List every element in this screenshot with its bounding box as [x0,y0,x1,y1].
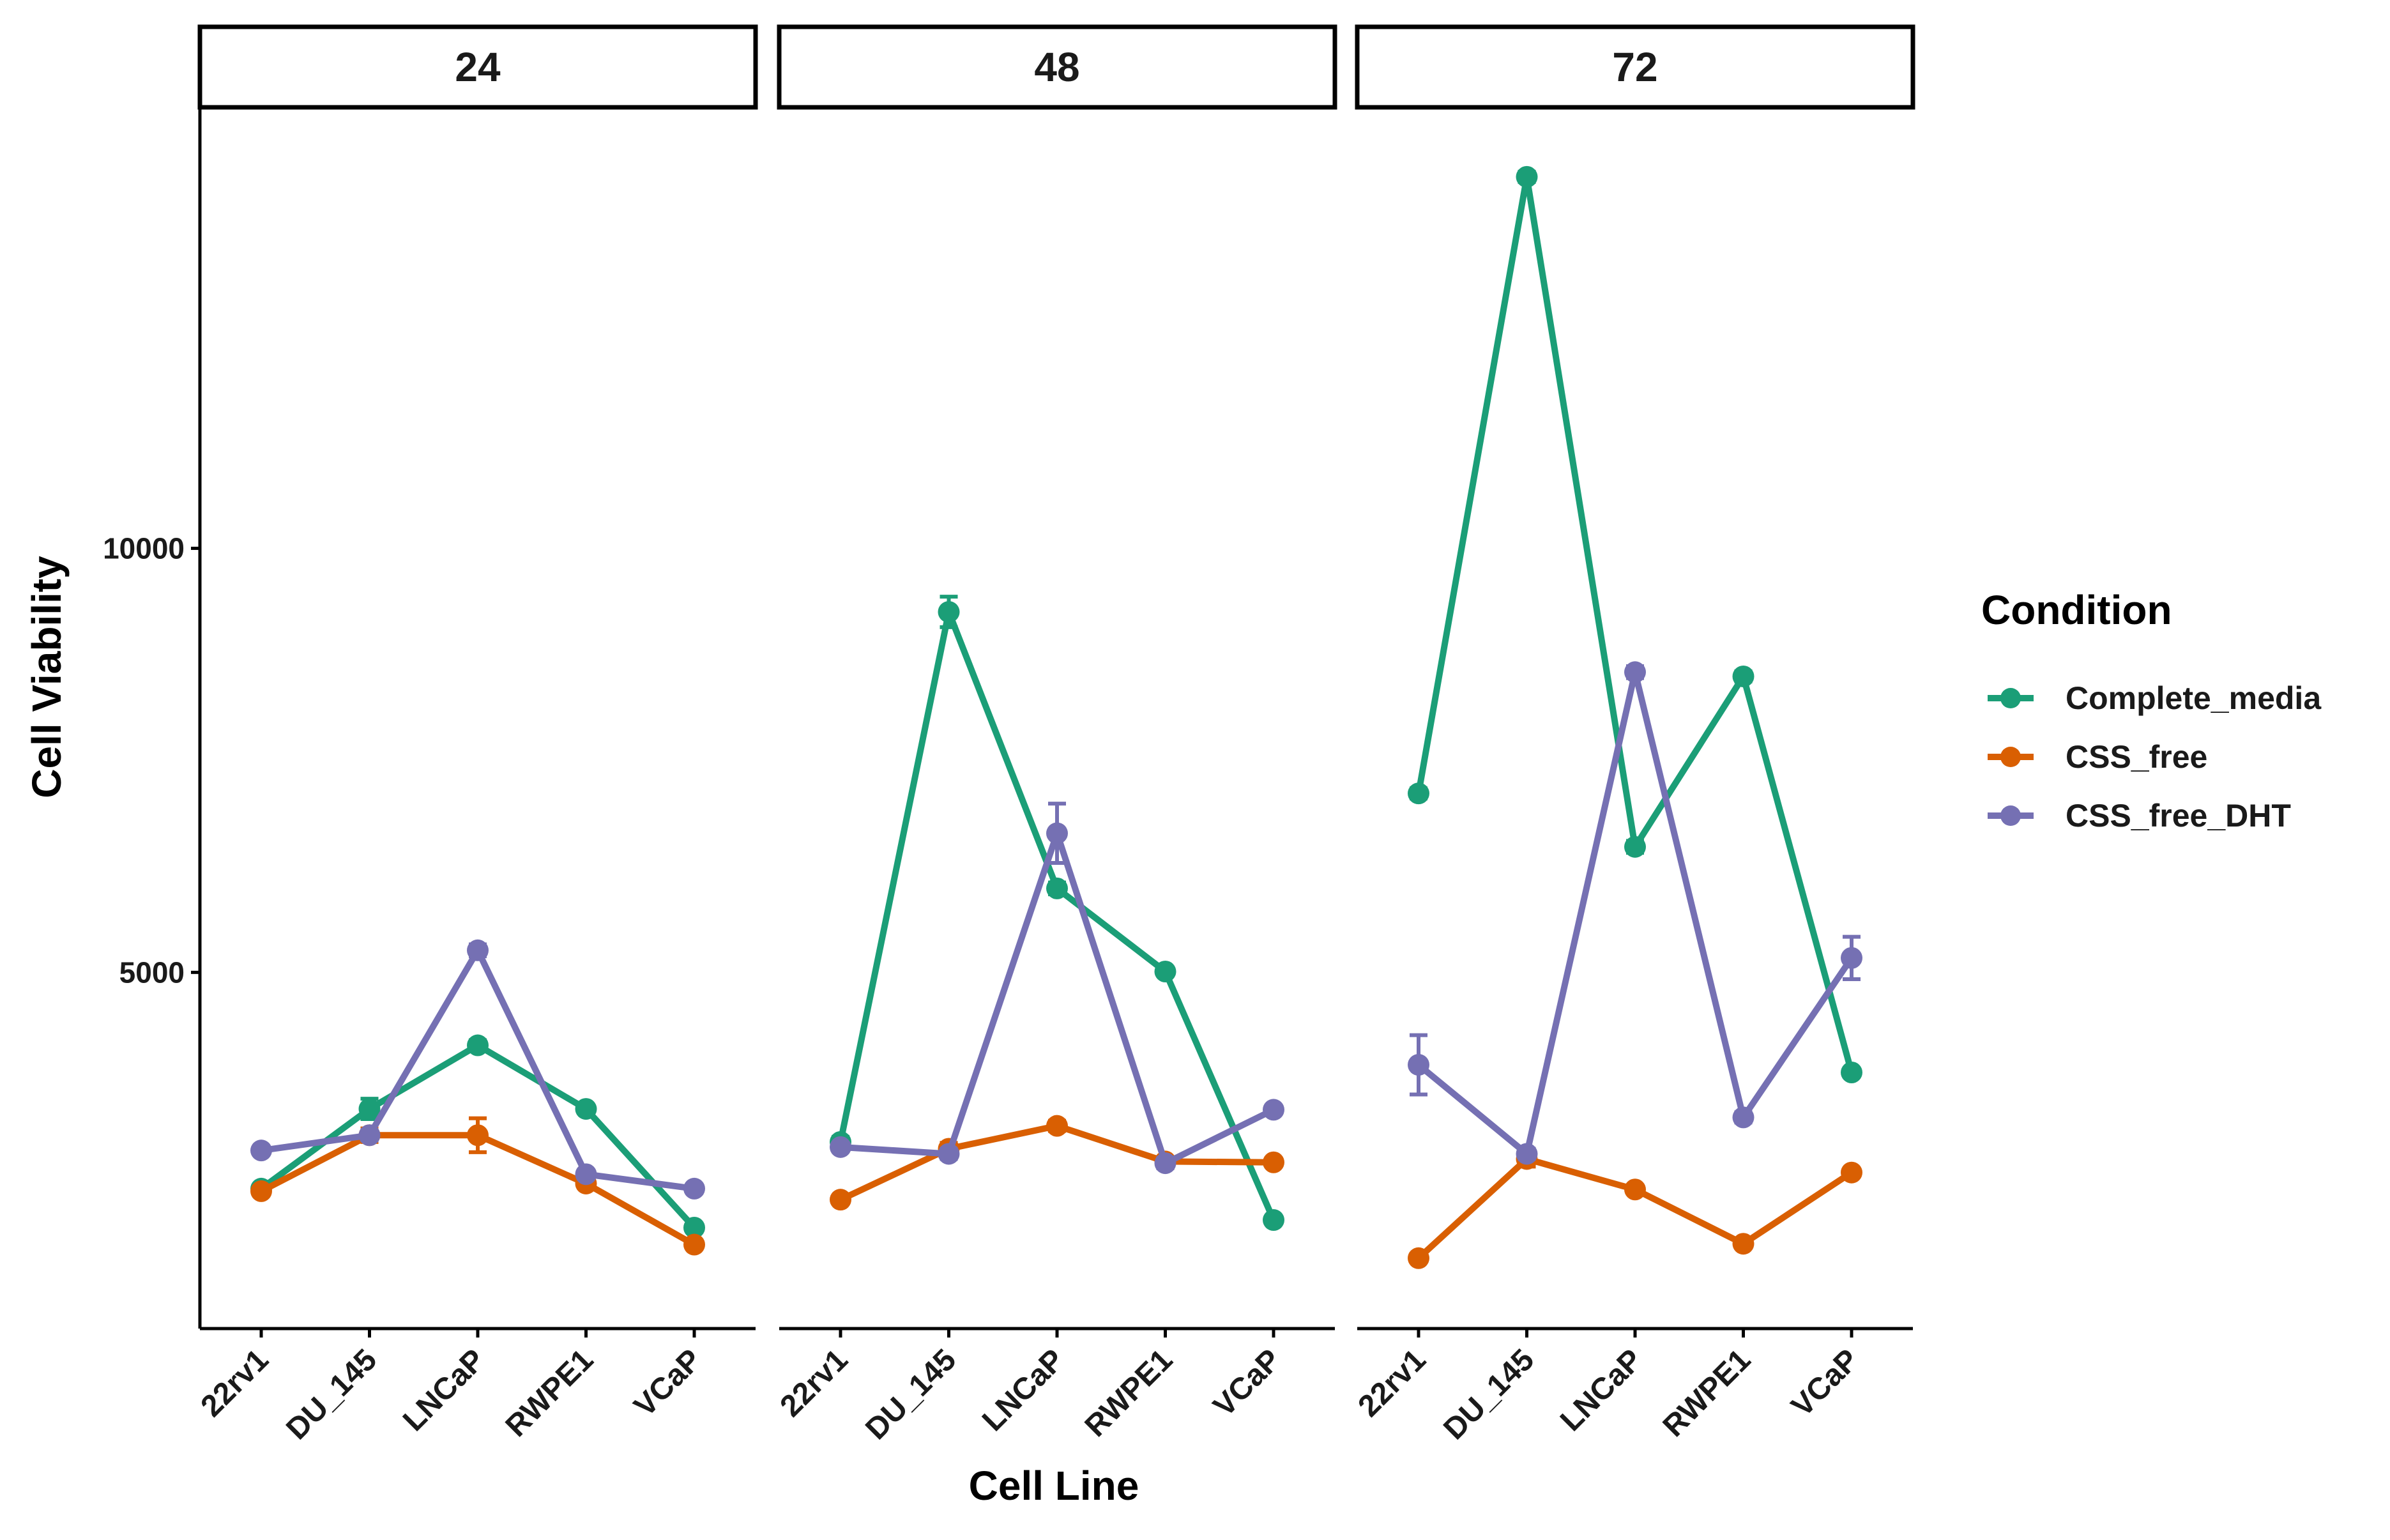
data-point-Complete_media [1624,835,1646,858]
x-tick-label: 22rv1 [774,1343,855,1423]
data-point-CSS_free [1408,1247,1429,1269]
data-point-Complete_media [1263,1209,1284,1231]
data-point-CSS_free_DHT [250,1140,272,1162]
x-tick-label: RWPE1 [1657,1343,1758,1444]
facet-strip-label: 48 [1034,44,1079,90]
facet-strip-24 [197,24,758,110]
data-point-CSS_free [1624,1178,1646,1201]
data-point-CSS_free_DHT [358,1124,381,1147]
data-point-CSS_free_DHT [1154,1152,1176,1175]
data-point-Complete_media [1046,877,1068,899]
legend-title: Condition [1981,587,2172,633]
data-point-Complete_media [938,601,960,623]
data-point-CSS_free_DHT [1263,1099,1284,1121]
data-point-CSS_free_DHT [1516,1143,1538,1165]
data-point-Complete_media [1732,665,1754,687]
x-tick-label: RWPE1 [499,1343,600,1444]
x-tick-label: LNCaP [1554,1343,1649,1438]
facet-strip-48 [777,24,1337,110]
x-tick-label: LNCaP [397,1343,492,1438]
x-tick-label: 22rv1 [195,1343,275,1423]
x-tick-label: DU_145 [859,1343,963,1446]
x-tick-label: RWPE1 [1079,1343,1180,1444]
series-line-CSS_free [1415,1155,1855,1262]
data-point-Complete_media [1408,782,1429,805]
data-point-CSS_free_DHT [467,939,489,961]
facet-strip-label: 24 [455,44,501,90]
data-point-CSS_free_DHT [938,1143,960,1165]
data-point-CSS_free_DHT [683,1177,705,1200]
data-point-CSS_free [830,1189,851,1211]
x-tick-label: VCaP [628,1343,708,1423]
legend: Condition Complete_media CSS_free CSS_free… [1981,587,2322,834]
y-axis: 5000 10000 [103,107,202,1329]
data-point-Complete_media [683,1216,705,1239]
data-point-Complete_media [1516,165,1538,188]
data-point-Complete_media [1841,1062,1862,1084]
data-point-CSS_free_DHT [575,1163,597,1185]
data-point-Complete_media [358,1098,381,1120]
data-point-CSS_free_DHT [1732,1106,1754,1129]
legend-label: Complete_media [2066,680,2322,716]
legend-marker [2000,747,2021,767]
data-point-CSS_free [250,1180,272,1202]
legend-item: CSS_free [1988,739,2207,775]
data-point-CSS_free_DHT [1408,1054,1429,1076]
facet-panel-72: 72 22rv1 DU_145 LNCaP RWPE1 VCaP [1352,24,1915,1446]
series-line-CSS_free [837,1122,1277,1203]
legend-label: CSS_free [2066,739,2207,775]
data-point-CSS_free_DHT [830,1136,851,1158]
series-line-Complete_media [1415,173,1855,1076]
facet-panel-48: 48 22rv1 DU_145 LNCaP RWPE1 VCaP [774,24,1337,1446]
data-point-CSS_free [1841,1161,1862,1184]
x-axis-title: Cell Line [969,1463,1139,1509]
facet-strip-label: 72 [1612,44,1657,90]
legend-marker [2000,688,2021,708]
data-point-Complete_media [575,1098,597,1120]
data-point-CSS_free_DHT [1841,947,1862,969]
series-line-CSS_free_DHT [1415,669,1855,1157]
facet-panel-24: 24 22rv1 DU_145 LNCaP RWPE1 VCaP [195,24,758,1446]
data-point-CSS_free [683,1233,705,1256]
data-point-CSS_free_DHT [1046,822,1068,844]
data-point-Complete_media [467,1034,489,1056]
x-tick-label: DU_145 [1437,1343,1541,1446]
legend-marker [2000,805,2021,826]
data-point-CSS_free_DHT [1624,661,1646,683]
y-tick-label: 10000 [103,531,185,565]
x-tick-label: LNCaP [976,1343,1071,1438]
data-point-CSS_free [1263,1151,1284,1173]
x-tick-label: 22rv1 [1352,1343,1433,1423]
legend-item: CSS_free_DHT [1988,798,2291,834]
data-point-Complete_media [1154,961,1176,983]
legend-label: CSS_free_DHT [2066,798,2291,834]
x-tick-label: VCaP [1785,1343,1866,1423]
legend-item: Complete_media [1988,680,2322,716]
x-tick-label: VCaP [1207,1343,1288,1423]
data-point-CSS_free [1732,1233,1754,1255]
facet-strip-72 [1355,24,1915,110]
data-point-CSS_free [1046,1115,1068,1137]
y-axis-title: Cell Viability [24,556,70,798]
data-point-CSS_free [467,1124,489,1147]
x-tick-label: DU_145 [280,1343,383,1446]
y-tick-label: 5000 [119,956,185,989]
